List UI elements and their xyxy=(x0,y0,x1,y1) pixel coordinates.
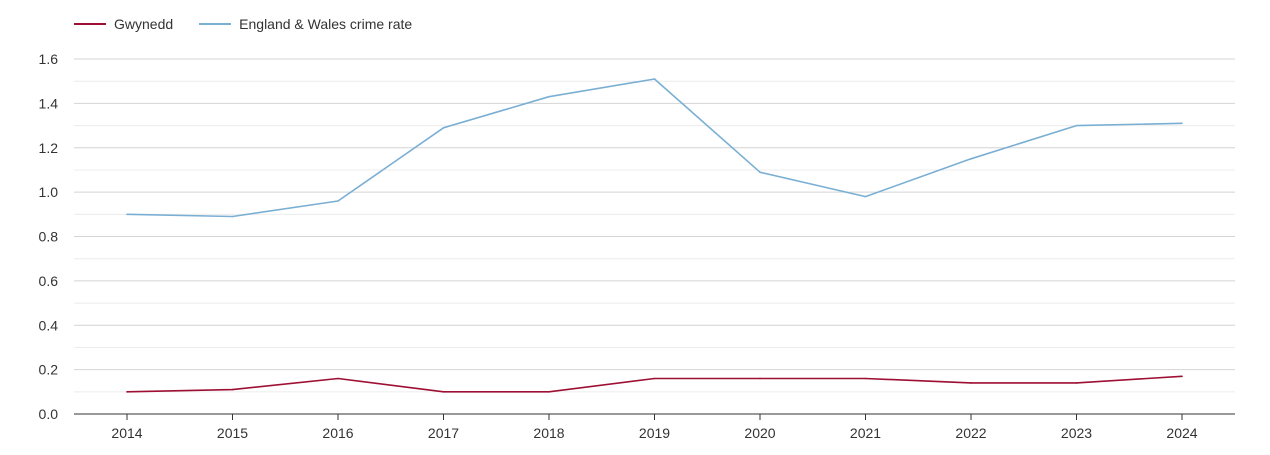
legend-label-gwynedd: Gwynedd xyxy=(114,16,174,32)
x-tick-label: 2024 xyxy=(1166,425,1197,441)
data-point-england-wales-crime-rate xyxy=(864,195,867,198)
x-tick-label: 2015 xyxy=(217,425,248,441)
data-point-england-wales-crime-rate xyxy=(1181,122,1183,125)
data-point-england-wales-crime-rate xyxy=(126,213,128,216)
data-point-gwynedd xyxy=(653,377,656,380)
legend-swatch-gwynedd xyxy=(74,23,106,25)
data-point-gwynedd xyxy=(337,377,339,380)
data-point-england-wales-crime-rate xyxy=(442,126,445,129)
data-point-england-wales-crime-rate xyxy=(1075,124,1078,127)
data-point-gwynedd xyxy=(759,377,761,380)
y-tick-label: 0.2 xyxy=(39,362,59,378)
data-point-england-wales-crime-rate xyxy=(970,158,972,160)
x-tick-label: 2018 xyxy=(533,425,564,441)
data-point-england-wales-crime-rate xyxy=(653,78,656,80)
x-tick-label: 2023 xyxy=(1061,425,1092,441)
x-tick-label: 2016 xyxy=(322,425,353,441)
data-point-gwynedd xyxy=(548,391,550,393)
x-tick-label: 2017 xyxy=(428,425,459,441)
data-point-gwynedd xyxy=(442,391,445,393)
legend-swatch-england-wales xyxy=(199,23,232,25)
data-point-gwynedd xyxy=(970,382,972,384)
y-tick-label: 1.2 xyxy=(39,140,59,156)
x-tick-label: 2022 xyxy=(955,425,986,441)
data-point-england-wales-crime-rate xyxy=(759,171,761,173)
y-tick-label: 0.4 xyxy=(39,317,59,333)
data-point-england-wales-crime-rate xyxy=(548,95,550,98)
data-point-england-wales-crime-rate xyxy=(231,215,234,218)
x-tick-label: 2021 xyxy=(850,425,881,441)
y-tick-label: 0.8 xyxy=(39,229,59,245)
data-point-gwynedd xyxy=(1075,382,1078,384)
y-tick-label: 1.0 xyxy=(39,184,59,200)
x-tick-label: 2020 xyxy=(744,425,775,441)
x-tick-label: 2014 xyxy=(111,425,142,441)
data-point-gwynedd xyxy=(1181,375,1183,378)
data-point-gwynedd xyxy=(126,391,128,393)
y-tick-label: 0.6 xyxy=(39,273,59,289)
y-tick-label: 1.4 xyxy=(39,95,59,111)
y-tick-label: 1.6 xyxy=(39,51,59,67)
y-tick-label: 0.0 xyxy=(39,406,59,422)
legend-item-england-wales: England & Wales crime rate xyxy=(199,16,412,32)
legend-label-england-wales: England & Wales crime rate xyxy=(239,16,413,32)
data-point-england-wales-crime-rate xyxy=(337,200,339,202)
legend: Gwynedd England & Wales crime rate xyxy=(74,16,438,32)
data-point-gwynedd xyxy=(231,388,234,391)
data-point-gwynedd xyxy=(864,377,867,380)
legend-item-gwynedd: Gwynedd xyxy=(74,16,173,32)
x-tick-label: 2019 xyxy=(639,425,670,441)
